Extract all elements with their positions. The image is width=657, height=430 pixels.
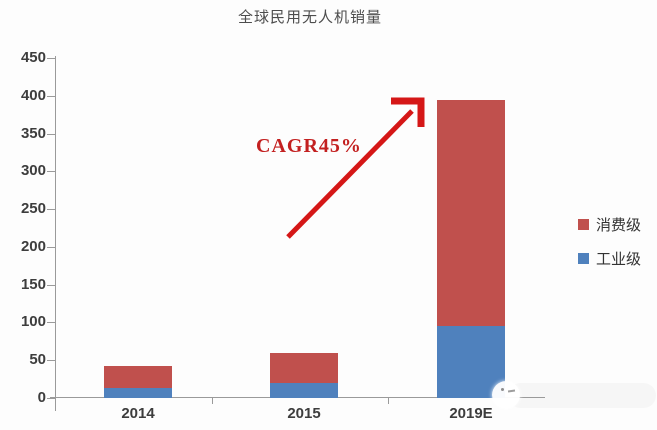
y-axis-tick-label: 250 [20, 200, 46, 218]
bar-segment [437, 99, 505, 327]
y-axis-tick [47, 284, 55, 286]
chart-title: 全球民用无人机销量 [237, 9, 382, 26]
legend-label: 消费级 [596, 217, 642, 234]
bar-segment [104, 365, 172, 389]
y-axis-tick-label: 450 [20, 49, 46, 66]
y-axis-tick-label: 0 [37, 389, 46, 406]
cagr-annotation: CAGR45% [256, 135, 362, 157]
y-axis-tick-label: 200 [20, 237, 46, 255]
x-axis-tick [388, 397, 389, 404]
y-axis-tick [47, 246, 55, 248]
bar-segment [104, 388, 172, 398]
y-axis-tick [47, 360, 55, 362]
y-axis-tick [47, 398, 55, 399]
y-axis-tick [47, 133, 55, 135]
bar-segment [437, 326, 505, 398]
y-axis-tick-label: 100 [20, 313, 46, 331]
y-axis-tick-label: 400 [20, 86, 46, 104]
y-axis-tick-label: 150 [20, 275, 46, 293]
x-axis-category-label: 2019E [449, 405, 493, 422]
y-axis-tick [47, 322, 55, 324]
legend-swatch [578, 219, 589, 230]
y-axis-tick-label: 350 [20, 124, 46, 142]
legend-item: 工业级 [578, 248, 641, 269]
bar-segment [270, 352, 338, 383]
legend-swatch [578, 253, 589, 264]
y-axis-tick-label: 50 [29, 351, 46, 369]
y-axis [55, 56, 56, 411]
x-axis-category-label: 2015 [287, 405, 321, 422]
legend-item: 消费级 [578, 214, 641, 235]
legend-label: 工业级 [596, 251, 642, 268]
y-axis-tick [47, 209, 55, 211]
y-axis-tick [47, 171, 55, 173]
x-axis-category-label: 2014 [121, 405, 155, 422]
y-axis-tick-label: 300 [20, 162, 46, 180]
y-axis-tick [47, 95, 55, 97]
y-axis-tick [47, 58, 55, 59]
legend: 消费级 工业级 [578, 214, 641, 269]
x-axis-tick [212, 397, 213, 404]
bar-segment [270, 382, 338, 398]
